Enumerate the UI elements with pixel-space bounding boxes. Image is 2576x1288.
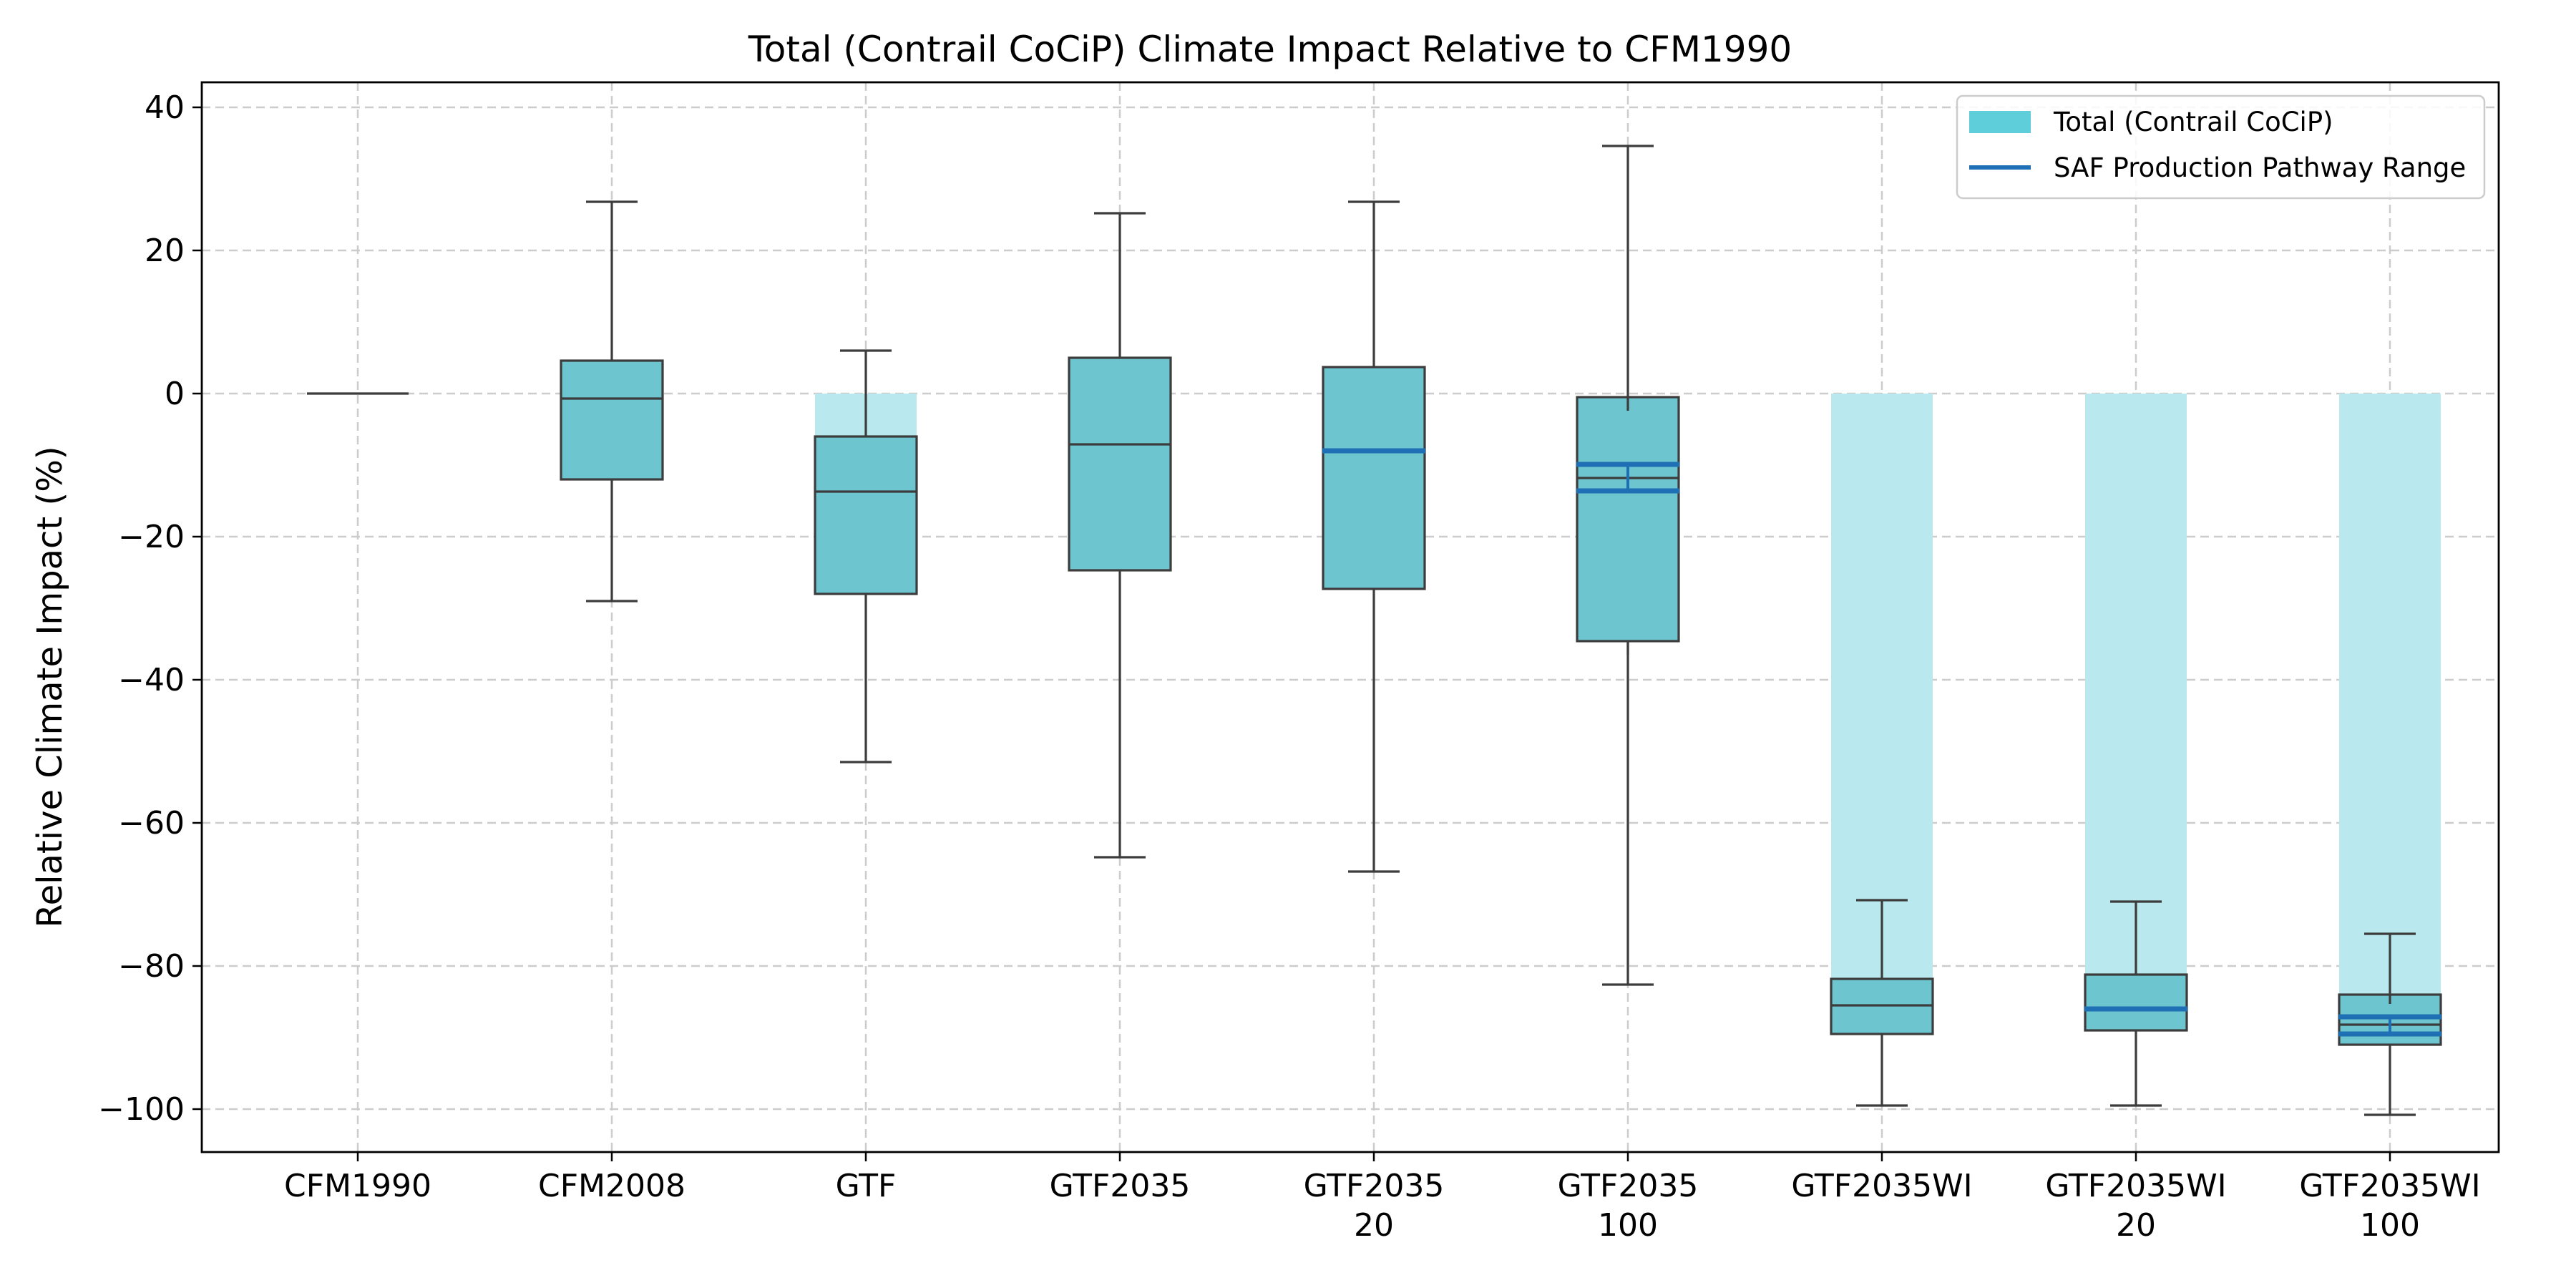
box-plot-gtf bbox=[814, 349, 918, 763]
legend-label-saf-pathway: SAF Production Pathway Range bbox=[2054, 152, 2466, 183]
plot-area-frame bbox=[200, 81, 2500, 1153]
box-plot-gtf2035-20 bbox=[1322, 200, 1426, 873]
x-tick-label: GTF2035 bbox=[1304, 1168, 1445, 1204]
x-tick-label: 100 bbox=[2360, 1207, 2420, 1244]
chart-title: Total (Contrail CoCiP) Climate Impact Re… bbox=[748, 29, 1792, 70]
x-tick-label: 100 bbox=[1598, 1207, 1658, 1244]
x-tick-label: 20 bbox=[2116, 1207, 2156, 1244]
y-tick-label: 40 bbox=[145, 89, 185, 126]
x-tick-label: CFM1990 bbox=[284, 1168, 431, 1204]
interquartile-box bbox=[1068, 356, 1172, 572]
y-tick-label: −100 bbox=[98, 1091, 185, 1128]
box-plot-gtf2035 bbox=[1068, 212, 1172, 859]
interquartile-box bbox=[560, 359, 664, 481]
axis-ticks: 40 20 0 −20 −40 −60 −80 −100 CFM1990 CFM2008 GTF GT… bbox=[98, 89, 2480, 1244]
box-plot-gtf2035wi bbox=[1830, 899, 1934, 1107]
legend: Total (Contrail CoCiP) SAF Production Pa… bbox=[1956, 94, 2486, 200]
box-plot-gtf2035-100 bbox=[1576, 145, 1680, 986]
y-tick-label: 0 bbox=[165, 376, 185, 412]
x-tick-label: GTF2035WI bbox=[1791, 1168, 1972, 1204]
y-tick-label: −60 bbox=[118, 805, 185, 841]
x-tick-label: CFM2008 bbox=[538, 1168, 686, 1204]
x-tick-label: GTF2035WI bbox=[2045, 1168, 2226, 1204]
interquartile-box bbox=[1576, 396, 1680, 643]
total-impact-bars bbox=[815, 394, 2441, 995]
y-tick-label: 20 bbox=[145, 233, 185, 269]
total-impact-bar bbox=[2339, 394, 2441, 995]
y-tick-label: −80 bbox=[118, 948, 185, 985]
legend-box bbox=[1956, 94, 2486, 200]
box-plot-cfm2008 bbox=[560, 200, 664, 602]
x-tick-label: GTF bbox=[836, 1168, 897, 1204]
legend-label-total: Total (Contrail CoCiP) bbox=[2053, 107, 2333, 137]
y-axis-label: Relative Climate Impact (%) bbox=[30, 446, 70, 927]
box-plot-gtf2035wi-100 bbox=[2338, 932, 2442, 1116]
box-plots bbox=[307, 145, 2442, 1116]
interquartile-box bbox=[814, 435, 918, 595]
interquartile-box bbox=[1322, 366, 1426, 590]
total-impact-bar bbox=[2085, 394, 2187, 975]
y-tick-label: −40 bbox=[118, 662, 185, 698]
x-tick-label: 20 bbox=[1354, 1207, 1394, 1244]
interquartile-box bbox=[2084, 973, 2188, 1032]
box-plot-gtf2035wi-20 bbox=[2084, 900, 2188, 1107]
x-tick-label: GTF2035WI bbox=[2299, 1168, 2480, 1204]
total-impact-bar bbox=[1831, 394, 1933, 979]
x-tick-label: GTF2035 bbox=[1050, 1168, 1191, 1204]
x-tick-label: GTF2035 bbox=[1558, 1168, 1699, 1204]
legend-patch-total bbox=[1969, 111, 2031, 133]
y-tick-label: −20 bbox=[118, 519, 185, 555]
